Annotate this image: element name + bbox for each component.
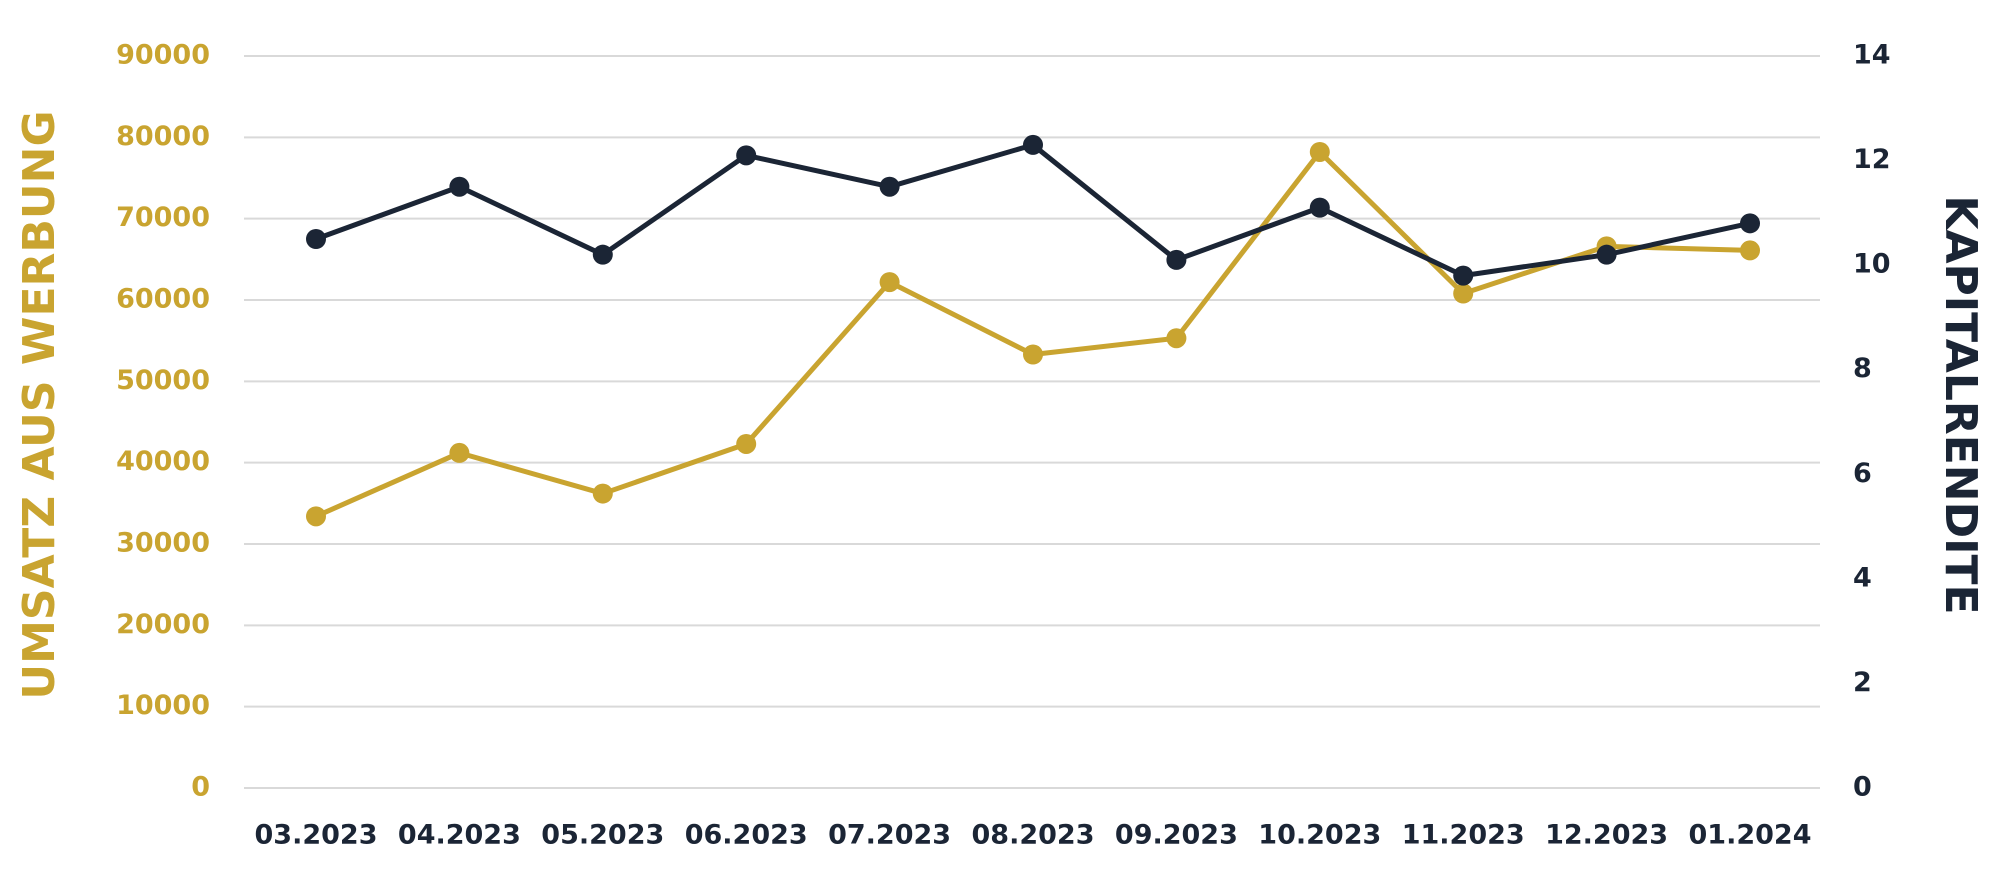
x-tick-label: 01.2024: [1689, 820, 1812, 851]
y2-tick-label: 14: [1853, 40, 1891, 71]
y2-tick-label: 2: [1853, 667, 1872, 698]
x-tick-label: 06.2023: [685, 820, 808, 851]
data-point: [1453, 265, 1474, 286]
data-point: [306, 506, 326, 527]
y-tick-label: 10000: [116, 690, 210, 721]
x-tick-label: 09.2023: [1115, 820, 1238, 851]
data-point: [736, 145, 757, 166]
x-tick-label: 12.2023: [1545, 820, 1668, 851]
data-point: [879, 176, 900, 197]
x-tick-label: 08.2023: [972, 820, 1095, 851]
y-tick-label: 0: [191, 772, 210, 803]
x-tick-label: 03.2023: [255, 820, 378, 851]
data-point: [1166, 249, 1187, 270]
y2-tick-label: 12: [1853, 144, 1891, 175]
data-point: [1596, 244, 1617, 265]
data-point: [449, 176, 470, 197]
x-tick-label: 10.2023: [1258, 820, 1381, 851]
data-point: [1023, 344, 1043, 365]
y-axis-title: UMSATZ AUS WERBUNG: [14, 110, 65, 699]
y-tick-label: 50000: [116, 365, 210, 396]
x-tick-label: 07.2023: [828, 820, 951, 851]
y-tick-label: 20000: [116, 609, 210, 640]
data-point: [592, 483, 613, 504]
y2-tick-label: 8: [1853, 353, 1872, 384]
data-point: [1309, 141, 1330, 162]
data-point: [1309, 197, 1330, 218]
data-point: [1453, 283, 1474, 304]
y2-tick-label: 6: [1853, 458, 1872, 489]
data-point: [736, 433, 757, 454]
y-tick-label: 90000: [116, 40, 210, 71]
y-tick-label: 80000: [116, 121, 210, 152]
x-tick-label: 04.2023: [398, 820, 521, 851]
data-point: [306, 229, 326, 249]
y-tick-label: 40000: [116, 446, 210, 477]
data-point: [879, 272, 900, 293]
data-point: [592, 244, 613, 265]
x-tick-label: 05.2023: [541, 820, 664, 851]
x-tick-label: 11.2023: [1402, 820, 1525, 851]
y2-tick-label: 10: [1853, 249, 1891, 280]
data-point: [449, 442, 470, 463]
data-point: [1023, 134, 1043, 155]
y2-tick-label: 0: [1853, 772, 1872, 803]
y2-tick-label: 4: [1853, 562, 1872, 593]
series-line: [315, 142, 1751, 279]
y-tick-label: 70000: [116, 202, 210, 233]
y-tick-label: 30000: [116, 528, 210, 559]
y-tick-label: 60000: [116, 284, 210, 315]
y2-axis-title: KAPITALRENDITE: [1935, 195, 1986, 614]
data-point: [1740, 213, 1760, 234]
data-point: [1740, 240, 1760, 261]
data-point: [1166, 328, 1187, 349]
